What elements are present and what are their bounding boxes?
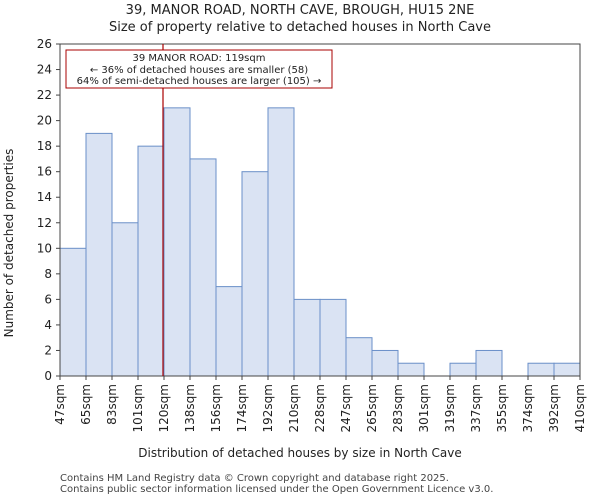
x-tick-label: 210sqm bbox=[287, 384, 301, 432]
x-tick-label: 65sqm bbox=[79, 384, 93, 425]
bar-265sqm bbox=[371, 349, 399, 377]
y-tick-label: 16 bbox=[37, 165, 52, 179]
x-tick-label: 228sqm bbox=[313, 384, 327, 432]
bar-174sqm bbox=[241, 171, 269, 377]
y-tick-label: 26 bbox=[37, 37, 52, 51]
x-tick-label: 247sqm bbox=[339, 384, 353, 432]
bar-210sqm bbox=[293, 298, 321, 377]
y-tick-label: 14 bbox=[37, 190, 52, 204]
chart-title: 39, MANOR ROAD, NORTH CAVE, BROUGH, HU15… bbox=[126, 3, 475, 18]
y-tick-label: 4 bbox=[44, 318, 52, 332]
x-tick-label: 138sqm bbox=[183, 384, 197, 432]
y-axis-label: Number of detached properties bbox=[2, 149, 16, 338]
y-tick-label: 24 bbox=[37, 63, 52, 77]
x-tick-label: 265sqm bbox=[365, 384, 379, 432]
x-tick-label: 392sqm bbox=[547, 384, 561, 432]
x-tick-label: 283sqm bbox=[391, 384, 405, 432]
y-tick-label: 6 bbox=[44, 292, 52, 306]
bar-156sqm bbox=[215, 286, 243, 377]
bar-283sqm bbox=[397, 362, 425, 377]
x-tick-label: 374sqm bbox=[521, 384, 535, 432]
x-tick-label: 47sqm bbox=[53, 384, 67, 425]
y-tick-label: 0 bbox=[44, 369, 52, 383]
y-tick-label: 8 bbox=[44, 267, 52, 281]
bar-120sqm bbox=[163, 107, 191, 377]
bar-138sqm bbox=[189, 158, 217, 377]
y-tick-label: 10 bbox=[37, 241, 52, 255]
x-tick-label: 319sqm bbox=[443, 384, 457, 432]
annotation-line-1: 39 MANOR ROAD: 119sqm bbox=[133, 53, 266, 64]
bars-group bbox=[59, 107, 581, 377]
x-tick-label: 410sqm bbox=[573, 384, 587, 432]
x-tick-label: 156sqm bbox=[209, 384, 223, 432]
bar-101sqm bbox=[137, 145, 165, 377]
bar-65sqm bbox=[85, 132, 113, 377]
x-tick-label: 192sqm bbox=[261, 384, 275, 432]
bar-47sqm bbox=[59, 247, 87, 377]
chart-subtitle: Size of property relative to detached ho… bbox=[109, 20, 491, 35]
x-tick-label: 174sqm bbox=[235, 384, 249, 432]
footer-line-1: Contains HM Land Registry data © Crown c… bbox=[60, 473, 449, 484]
annotation-line-2: ← 36% of detached houses are smaller (58… bbox=[90, 65, 308, 76]
annotation-line-3: 64% of semi-detached houses are larger (… bbox=[77, 76, 322, 87]
annotation-box bbox=[65, 49, 333, 89]
x-tick-label: 101sqm bbox=[131, 384, 145, 432]
x-axis-label: Distribution of detached houses by size … bbox=[138, 446, 462, 460]
chart: 39, MANOR ROAD, NORTH CAVE, BROUGH, HU15… bbox=[2, 3, 587, 460]
y-tick-label: 12 bbox=[37, 216, 52, 230]
bar-192sqm bbox=[267, 107, 295, 377]
x-tick-label: 83sqm bbox=[105, 384, 119, 425]
y-tick-label: 18 bbox=[37, 139, 52, 153]
x-tick-label: 337sqm bbox=[469, 384, 483, 432]
y-tick-label: 2 bbox=[44, 343, 52, 357]
bar-319sqm bbox=[449, 362, 477, 377]
bar-247sqm bbox=[345, 337, 373, 377]
bar-337sqm bbox=[475, 349, 503, 377]
y-tick-label: 22 bbox=[37, 88, 52, 102]
x-tick-label: 301sqm bbox=[417, 384, 431, 432]
x-ticks: 47sqm 65sqm 83sqm 101sqm 120sqm 138sqm 156sqm 1… bbox=[53, 376, 587, 432]
bar-228sqm bbox=[319, 298, 347, 377]
x-tick-label: 120sqm bbox=[157, 384, 171, 432]
x-tick-label: 355sqm bbox=[495, 384, 509, 432]
plot-frame bbox=[59, 43, 581, 377]
footer-line-2: Contains public sector information licen… bbox=[60, 484, 494, 495]
bar-83sqm bbox=[111, 222, 139, 377]
y-tick-label: 20 bbox=[37, 114, 52, 128]
bar-392sqm bbox=[553, 362, 581, 377]
bar-374sqm bbox=[527, 362, 555, 377]
